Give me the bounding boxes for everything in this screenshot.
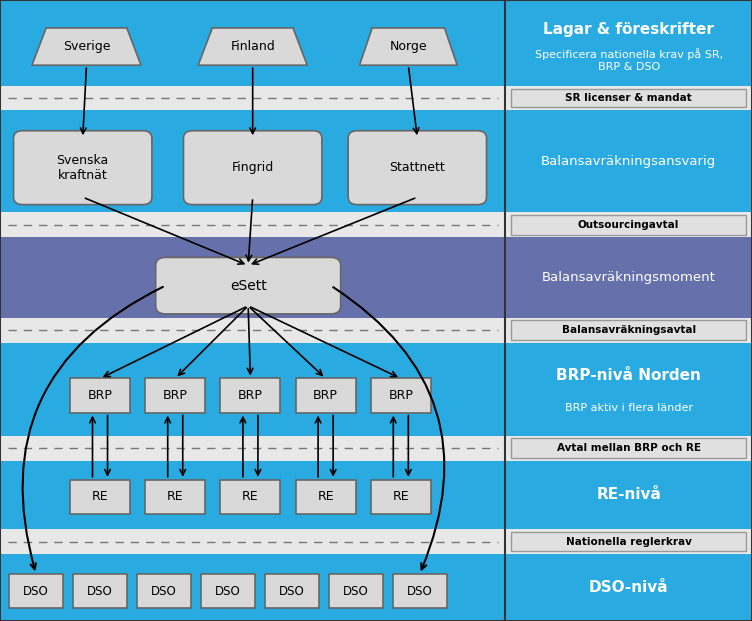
Text: Sverige: Sverige [62,40,111,53]
FancyBboxPatch shape [511,320,746,340]
Text: Balansavräkningsansvarig: Balansavräkningsansvarig [541,155,717,168]
Text: DSO-nivå: DSO-nivå [589,580,669,595]
FancyBboxPatch shape [511,438,746,458]
Bar [371,479,431,514]
Text: Balansavräkningsmoment: Balansavräkningsmoment [541,271,716,284]
Text: Nationella reglerkrav: Nationella reglerkrav [566,537,692,546]
Bar [220,479,280,514]
Text: BRP: BRP [162,389,188,402]
Text: Norge: Norge [390,40,427,53]
Bar [201,574,255,609]
Text: Outsourcingavtal: Outsourcingavtal [578,220,679,230]
Polygon shape [359,28,457,65]
Bar [296,479,356,514]
Text: DSO: DSO [407,585,432,597]
Bar [0,318,752,343]
Bar [265,574,319,609]
Text: Fingrid: Fingrid [232,161,274,174]
Bar [0,436,752,461]
Text: Svenska
kraftnät: Svenska kraftnät [56,153,109,182]
Text: DSO: DSO [151,585,177,597]
Bar [296,379,356,413]
Text: RE: RE [242,491,259,503]
Bar [0,110,752,212]
Text: RE: RE [393,491,409,503]
Text: DSO: DSO [279,585,305,597]
Bar [393,574,447,609]
Text: BRP: BRP [388,389,414,402]
Text: RE: RE [167,491,183,503]
Text: BRP aktiv i flera länder: BRP aktiv i flera länder [565,403,693,413]
Bar [70,479,130,514]
Text: Balansavräkningsavtal: Balansavräkningsavtal [562,325,696,335]
Bar [73,574,127,609]
Text: Avtal mellan BRP och RE: Avtal mellan BRP och RE [556,443,701,453]
Bar [70,379,130,413]
Text: BRP: BRP [313,389,338,402]
Text: BRP: BRP [238,389,263,402]
Text: SR licenser & mandat: SR licenser & mandat [566,93,692,103]
Text: BRP: BRP [87,389,113,402]
Bar [0,86,752,110]
Text: BRP-nivå Norden: BRP-nivå Norden [556,368,701,383]
Bar [137,574,191,609]
Bar [9,574,63,609]
Bar [0,461,752,529]
Bar [145,479,205,514]
FancyBboxPatch shape [511,215,746,235]
FancyBboxPatch shape [348,131,487,205]
Text: Specificera nationella krav på SR,
BRP & DSO: Specificera nationella krav på SR, BRP &… [535,48,723,72]
Bar [371,379,431,413]
Bar [145,379,205,413]
FancyBboxPatch shape [511,532,746,551]
FancyBboxPatch shape [183,131,322,205]
Text: Finland: Finland [230,40,275,53]
Text: DSO: DSO [343,585,368,597]
Bar [0,554,752,621]
Text: RE-nivå: RE-nivå [596,487,661,502]
Bar [329,574,383,609]
Bar [0,529,752,554]
Text: eSett: eSett [230,279,266,292]
FancyBboxPatch shape [156,257,341,314]
Text: Lagar & föreskrifter: Lagar & föreskrifter [543,22,714,37]
Bar [0,212,752,237]
Text: DSO: DSO [215,585,241,597]
Bar [220,379,280,413]
Bar [0,237,752,318]
Bar [0,343,752,436]
Text: RE: RE [317,491,334,503]
Bar [0,0,752,86]
Polygon shape [199,28,307,65]
Text: DSO: DSO [23,585,49,597]
FancyBboxPatch shape [14,131,152,205]
FancyBboxPatch shape [511,89,746,107]
Polygon shape [32,28,141,65]
Text: RE: RE [92,491,108,503]
Text: DSO: DSO [87,585,113,597]
Text: Stattnett: Stattnett [390,161,445,174]
